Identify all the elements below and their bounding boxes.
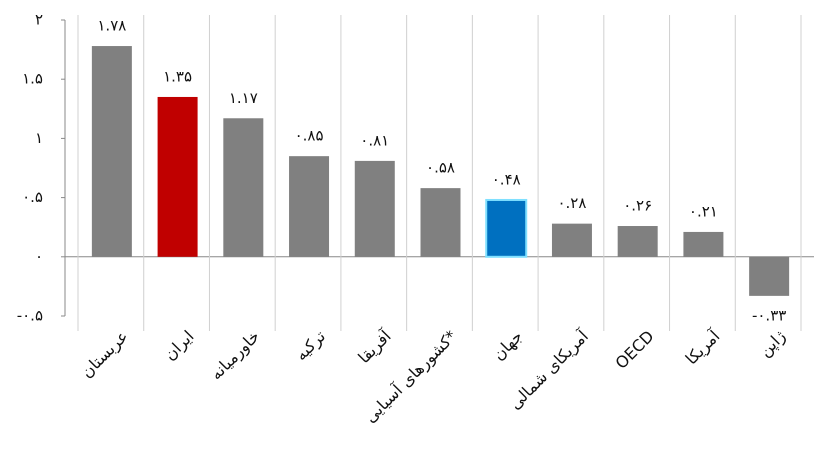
bar xyxy=(551,223,592,257)
x-tick-label: عربستان xyxy=(77,327,133,383)
y-tick-label: ۲ xyxy=(35,11,43,29)
bar xyxy=(420,188,461,257)
data-label: ۱.۱۷ xyxy=(229,89,258,107)
x-tick-label: ایران xyxy=(160,327,198,365)
data-label: ۰.۲۶ xyxy=(623,197,652,215)
y-tick-label: ۱ xyxy=(35,129,43,147)
data-label: ۰.۲۸ xyxy=(557,194,586,212)
data-label: ۰.۸۵ xyxy=(295,127,324,145)
y-tick-label: ۰.۵ xyxy=(22,188,43,206)
y-tick-label: ۱.۵ xyxy=(22,70,43,88)
x-tick-label: OECD xyxy=(612,327,658,373)
data-label: ۱.۷۸ xyxy=(97,17,126,35)
data-label: ۰.۸۱ xyxy=(360,131,389,149)
bar xyxy=(749,256,790,296)
bar xyxy=(289,156,330,257)
x-tick-label: جهان xyxy=(489,327,527,365)
bar xyxy=(354,160,395,257)
x-tick-label: خاورمیانه xyxy=(206,327,264,385)
y-tick-label: ۰ xyxy=(35,247,43,265)
data-label: ۰.۵۸ xyxy=(426,159,455,177)
bar xyxy=(617,226,658,257)
x-tick-label: ژاپن xyxy=(755,326,790,361)
y-tick-label: -۰.۵ xyxy=(17,307,43,325)
bar xyxy=(91,46,132,257)
x-tick-label: آفریقا xyxy=(354,325,396,367)
bar xyxy=(683,231,724,257)
bar xyxy=(485,198,528,258)
data-label: ۰.۲۱ xyxy=(689,202,718,220)
x-tick-label: ترکیه xyxy=(291,327,329,365)
data-label: -۰.۳۳ xyxy=(752,306,786,324)
data-label: ۰.۴۸ xyxy=(492,170,521,188)
bar xyxy=(223,118,264,257)
x-tick-label: آمریکا xyxy=(682,325,726,369)
data-label: ۱.۳۵ xyxy=(163,67,192,85)
bar xyxy=(157,96,198,257)
